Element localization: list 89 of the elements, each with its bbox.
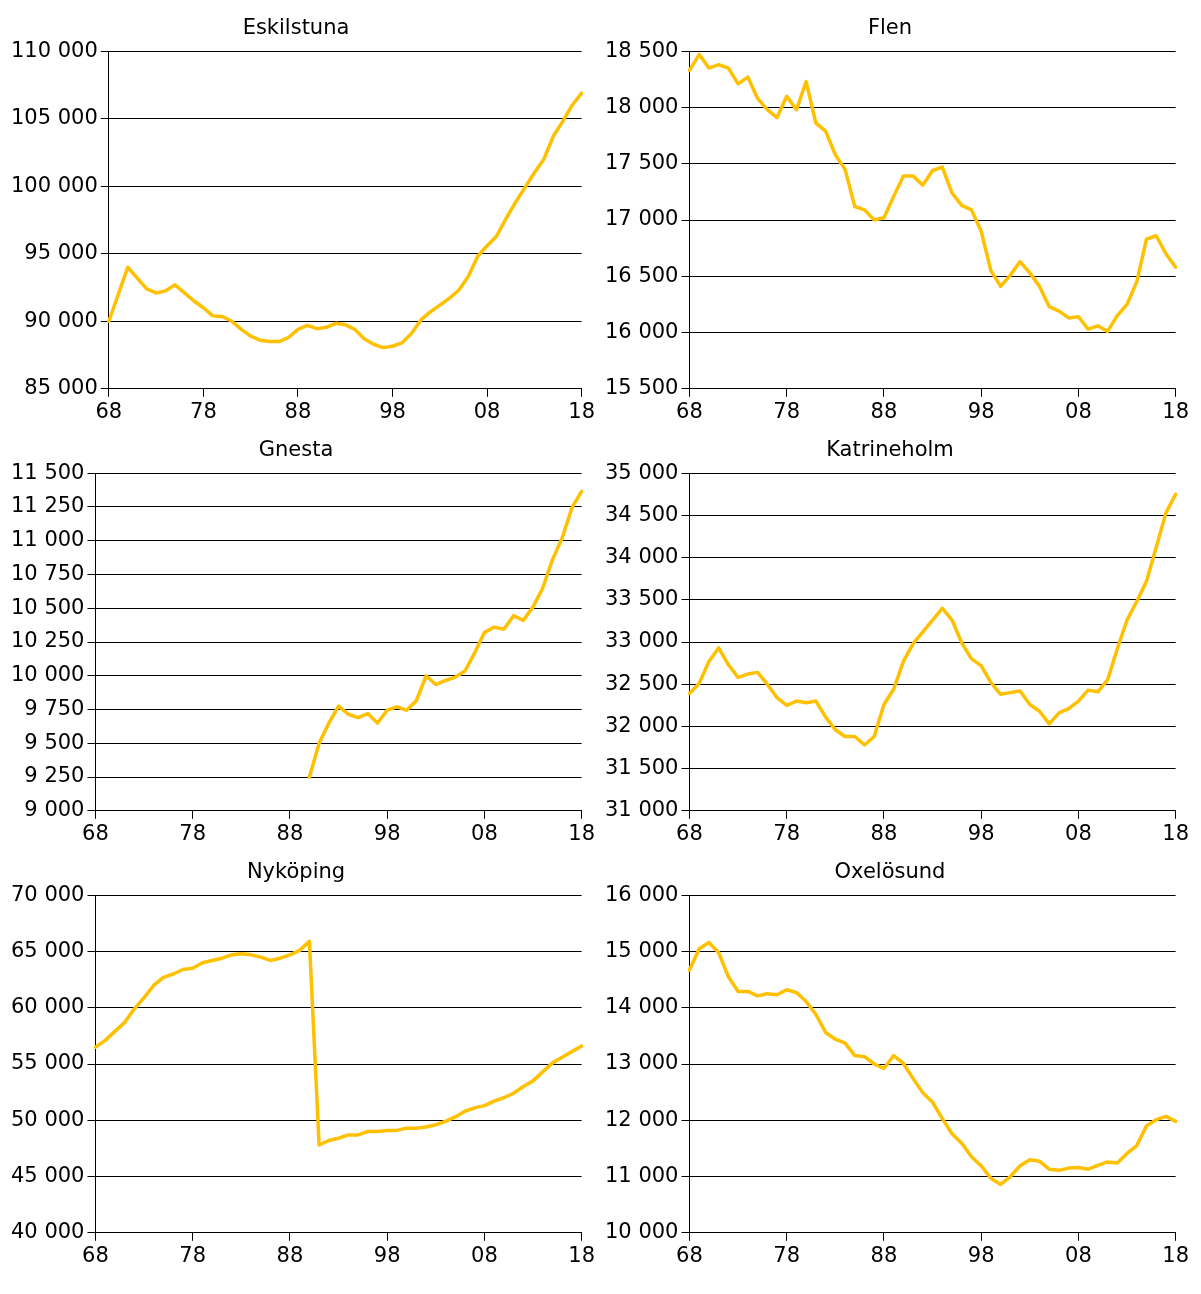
chart-title: Katrineholm	[826, 437, 954, 462]
y-tick-label: 50 000	[11, 1106, 85, 1131]
x-tick-label: 08	[471, 820, 498, 845]
x-tick-label: 78	[179, 1242, 207, 1267]
x-tick-label: 18	[1162, 1242, 1190, 1267]
x-tick-label: 98	[373, 820, 401, 845]
y-tick-label: 10 000	[11, 662, 85, 687]
chart-title: Flen	[867, 15, 913, 40]
y-tick-label: 45 000	[11, 1162, 85, 1187]
y-tick-label: 60 000	[11, 994, 85, 1019]
y-tick-label: 18 000	[605, 93, 679, 118]
x-tick-label: 98	[967, 398, 995, 423]
y-tick-label: 11 250	[11, 493, 85, 518]
x-tick-label: 18	[568, 820, 596, 845]
x-tick-label: 08	[471, 1242, 498, 1267]
y-tick-label: 85 000	[24, 375, 98, 400]
x-tick-label: 68	[676, 820, 703, 845]
x-tick-label: 78	[190, 398, 217, 423]
chart-title: Gnesta	[258, 437, 334, 462]
x-tick-label: 78	[773, 398, 801, 423]
y-tick-label: 32 000	[605, 712, 679, 737]
x-tick-label: 68	[676, 1242, 703, 1267]
y-tick-label: 34 000	[605, 544, 679, 569]
x-tick-label: 08	[1065, 398, 1092, 423]
x-tick-label: 78	[773, 820, 801, 845]
y-tick-label: 11 500	[11, 459, 85, 484]
y-tick-label: 65 000	[11, 937, 85, 962]
y-tick-label: 95 000	[24, 240, 98, 265]
chart-title: Nyköping	[246, 859, 346, 884]
x-tick-label: 08	[1065, 820, 1092, 845]
y-tick-label: 9 000	[24, 797, 85, 822]
y-tick-label: 15 500	[605, 375, 679, 400]
x-tick-label: 88	[276, 820, 304, 845]
y-tick-label: 40 000	[11, 1219, 85, 1244]
x-tick-label: 88	[870, 398, 898, 423]
y-tick-label: 16 500	[605, 262, 679, 287]
y-tick-label: 18 500	[605, 37, 679, 62]
x-tick-label: 08	[1065, 1242, 1092, 1267]
x-tick-label: 88	[870, 1242, 898, 1267]
x-tick-label: 18	[1162, 820, 1190, 845]
chart-title: Oxelösund	[834, 859, 946, 884]
x-tick-label: 98	[967, 1242, 995, 1267]
y-tick-label: 12 000	[605, 1106, 679, 1131]
y-tick-label: 17 500	[605, 150, 679, 175]
y-tick-label: 31 500	[605, 755, 679, 780]
y-tick-label: 14 000	[605, 994, 679, 1019]
x-tick-label: 98	[967, 820, 995, 845]
y-tick-label: 110 000	[11, 37, 98, 62]
y-tick-label: 33 500	[605, 586, 679, 611]
y-tick-label: 34 500	[605, 501, 679, 526]
x-tick-label: 08	[473, 398, 501, 423]
y-tick-label: 11 000	[11, 527, 85, 552]
x-tick-label: 68	[82, 1242, 109, 1267]
y-tick-label: 15 000	[605, 937, 679, 962]
x-tick-label: 88	[276, 1242, 304, 1267]
y-tick-label: 10 500	[11, 594, 85, 619]
x-tick-label: 98	[379, 398, 406, 423]
y-tick-label: 10 750	[11, 560, 85, 585]
y-tick-label: 13 000	[605, 1050, 679, 1075]
y-tick-label: 55 000	[11, 1050, 85, 1075]
y-tick-label: 100 000	[11, 172, 98, 197]
x-tick-label: 68	[676, 398, 703, 423]
x-tick-label: 88	[284, 398, 312, 423]
chart-title: Eskilstuna	[242, 15, 350, 40]
y-tick-label: 9 500	[24, 729, 85, 754]
y-tick-label: 32 500	[605, 670, 679, 695]
y-tick-label: 10 000	[605, 1219, 679, 1244]
y-tick-label: 16 000	[605, 318, 679, 343]
y-tick-label: 17 000	[605, 206, 679, 231]
y-tick-label: 70 000	[11, 881, 85, 906]
x-tick-label: 78	[179, 820, 207, 845]
x-tick-label: 18	[1162, 398, 1190, 423]
x-tick-label: 18	[568, 398, 596, 423]
y-tick-label: 9 250	[24, 763, 85, 788]
y-tick-label: 33 000	[605, 628, 679, 653]
y-tick-label: 11 000	[605, 1162, 679, 1187]
y-tick-label: 105 000	[11, 105, 98, 130]
y-tick-label: 9 750	[24, 695, 85, 720]
x-tick-label: 88	[870, 820, 898, 845]
x-tick-label: 98	[373, 1242, 401, 1267]
y-tick-label: 31 000	[605, 797, 679, 822]
y-tick-label: 90 000	[24, 307, 98, 332]
y-tick-label: 16 000	[605, 881, 679, 906]
x-tick-label: 18	[568, 1242, 596, 1267]
x-tick-label: 68	[82, 820, 109, 845]
y-tick-label: 10 250	[11, 628, 85, 653]
x-tick-label: 68	[95, 398, 123, 423]
y-tick-label: 35 000	[605, 459, 679, 484]
x-tick-label: 78	[773, 1242, 801, 1267]
